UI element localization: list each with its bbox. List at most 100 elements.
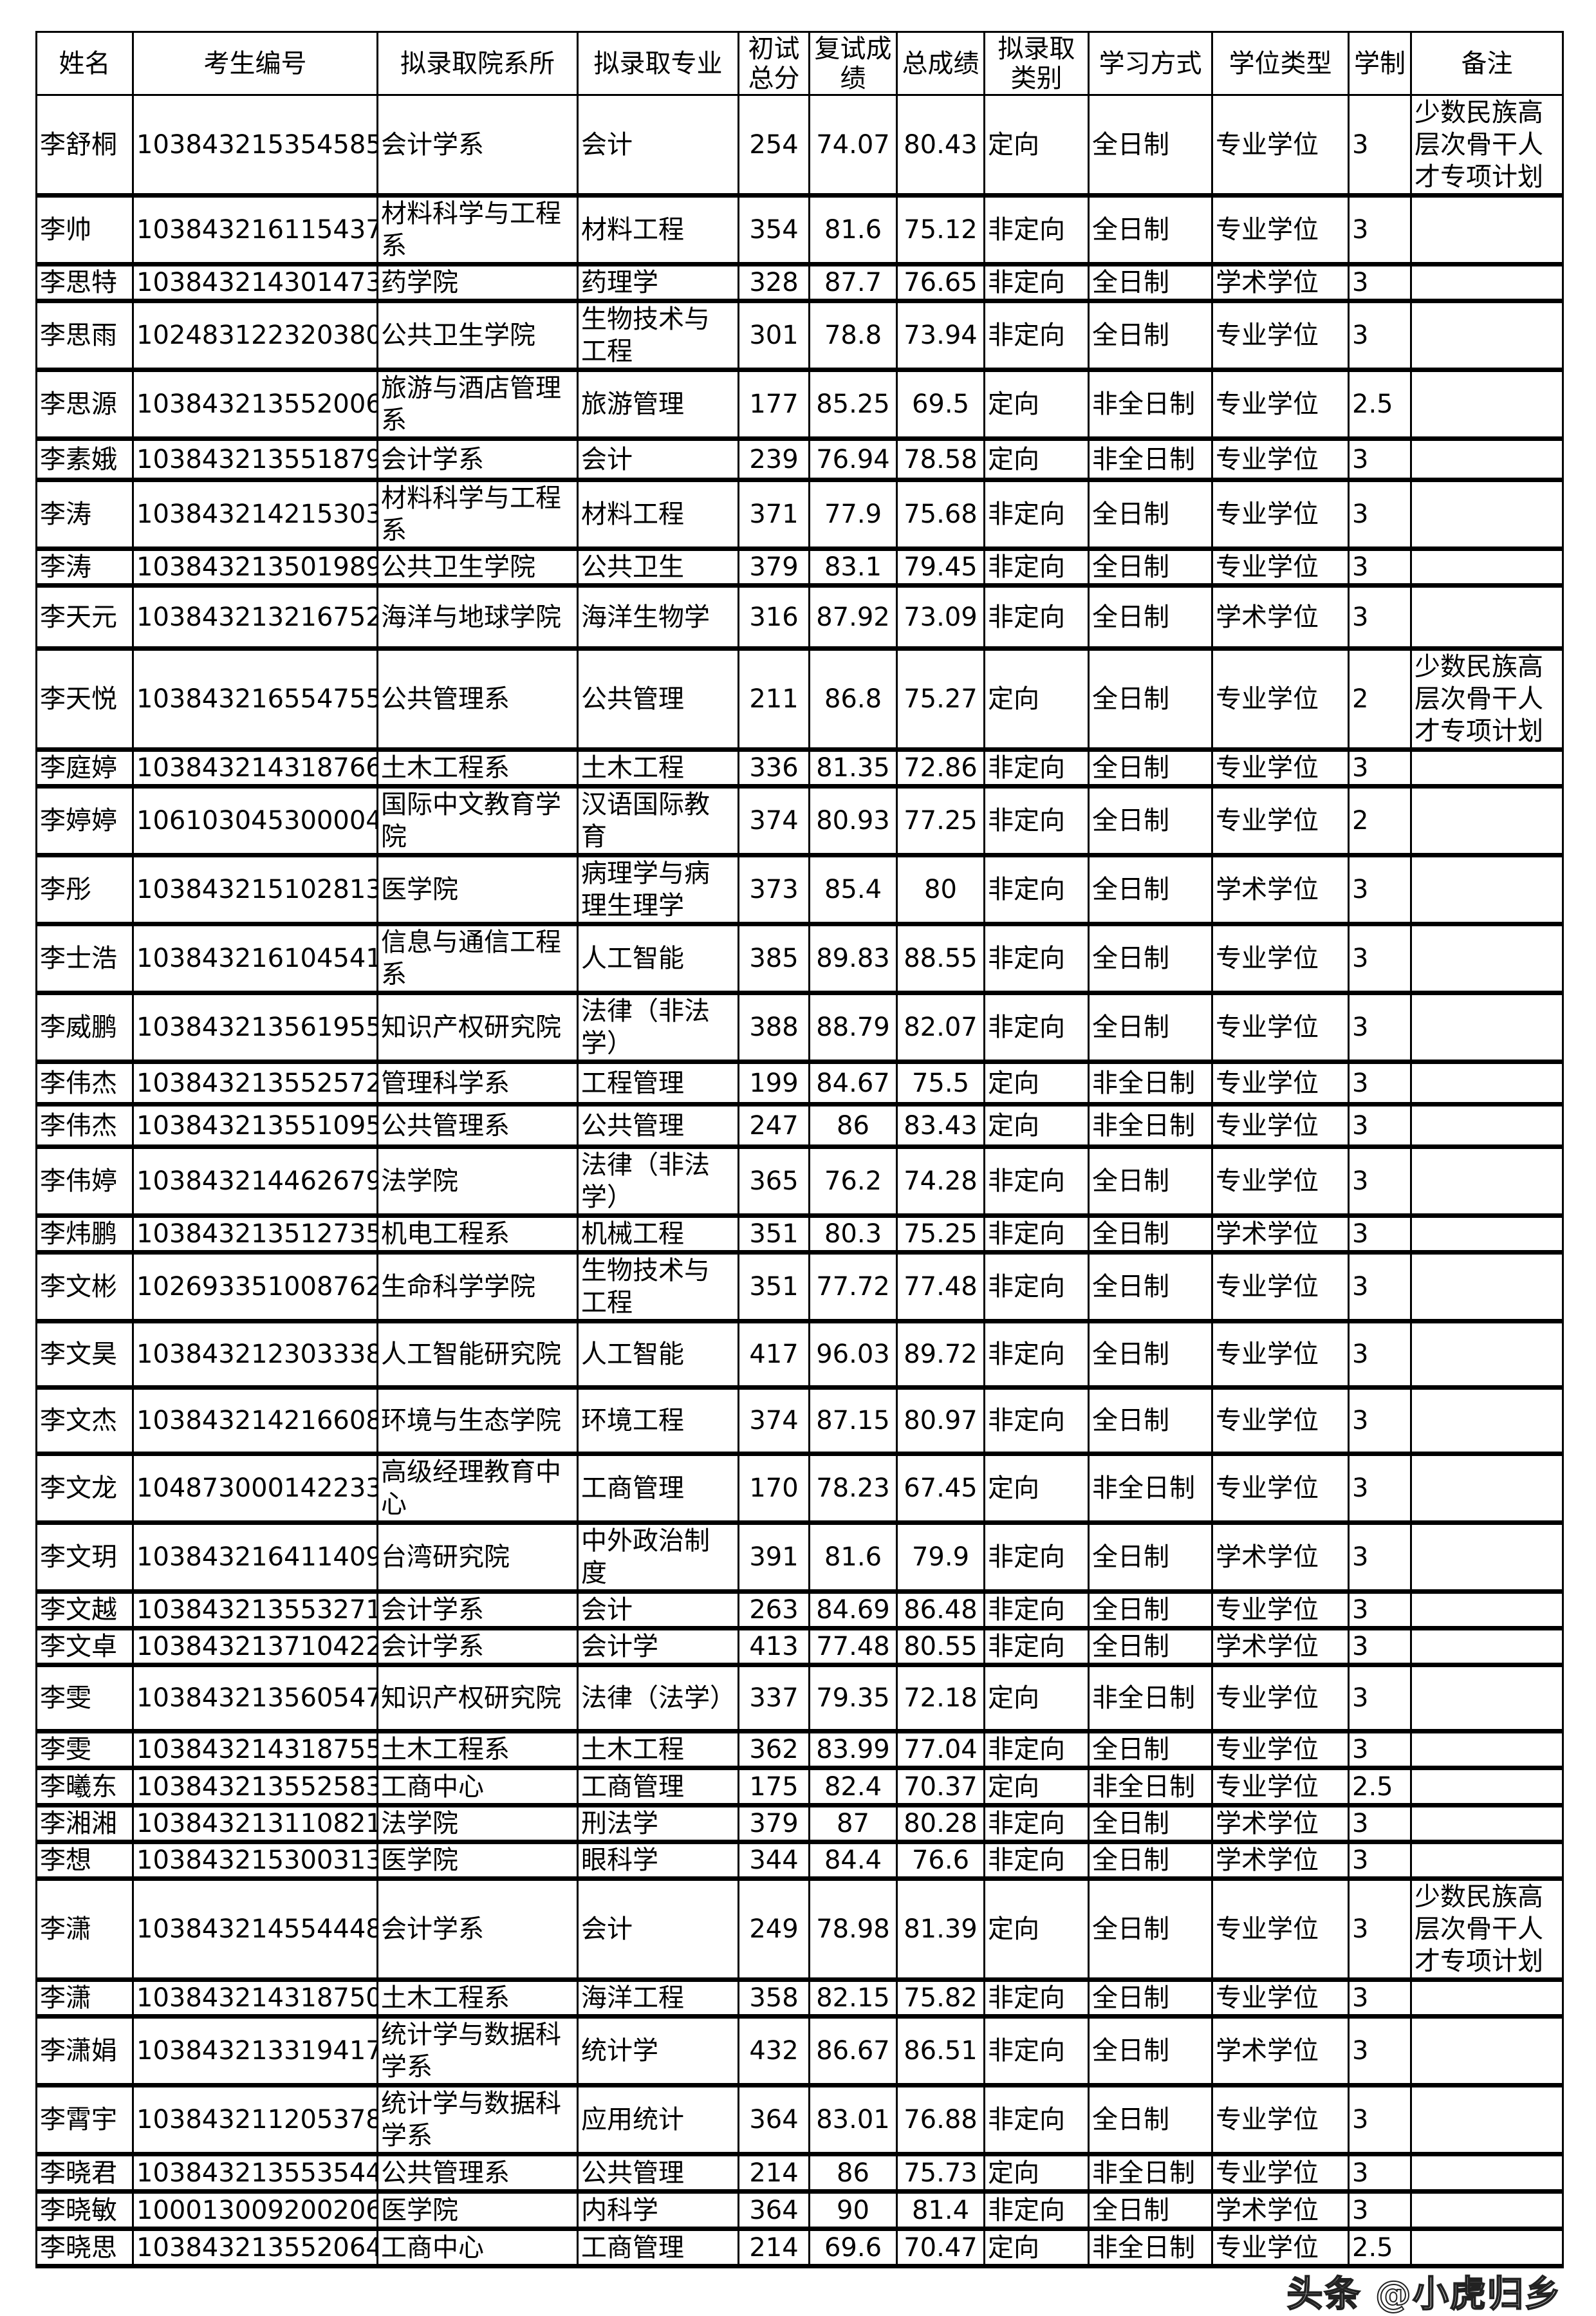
cell-major: 会计学 [577, 1627, 739, 1667]
table-row: 李伟杰 103843213552572 管理科学系 工程管理 199 84.67 75.5 定… [35, 1061, 1564, 1107]
cell-total-score: 75.12 [896, 194, 985, 266]
table-row: 李帅 103843216115437 材料科学与工程系 材料工程 354 81.6 75.1… [35, 194, 1564, 266]
cell-retest-score: 87.92 [808, 584, 898, 651]
cell-degree-type: 专业学位 [1211, 1251, 1350, 1323]
cell-total-score: 86.48 [896, 1591, 985, 1630]
cell-department: 国际中文教育学院 [376, 785, 579, 857]
cell-name: 李彤 [35, 854, 134, 926]
cell-duration: 2.5 [1348, 1767, 1412, 1807]
cell-major: 会计 [577, 1591, 739, 1630]
cell-total-score: 76.65 [896, 263, 985, 303]
cell-remark [1410, 854, 1564, 926]
table-row: 李彤 103843215102813 医学院 病理学与病理生理学 373 85.4 80 非定… [35, 854, 1564, 926]
cell-total-score: 80 [896, 854, 985, 926]
cell-name: 李潇 [35, 1979, 134, 2019]
cell-exam-id: 103843214318766 [132, 749, 378, 789]
cell-initial-score: 211 [738, 648, 810, 752]
cell-duration: 3 [1348, 300, 1412, 372]
cell-retest-score: 80.3 [808, 1215, 898, 1255]
cell-initial-score: 344 [738, 1841, 810, 1881]
cell-duration: 3 [1348, 1215, 1412, 1255]
cell-degree-type: 专业学位 [1211, 2228, 1350, 2268]
cell-total-score: 75.5 [896, 1061, 985, 1107]
cell-retest-score: 88.79 [808, 992, 898, 1064]
cell-degree-type: 专业学位 [1211, 1878, 1350, 1982]
cell-retest-score: 83.1 [808, 548, 898, 588]
cell-admission-category: 非定向 [983, 1979, 1090, 2019]
cell-duration: 2.5 [1348, 369, 1412, 441]
cell-duration: 3 [1348, 94, 1412, 198]
cell-name: 李天元 [35, 584, 134, 651]
cell-department: 海洋与地球学院 [376, 584, 579, 651]
cell-exam-id: 103843213551879 [132, 438, 378, 482]
table-row: 李雯 103843213560547 知识产权研究院 法律（法学） 337 79.35 72… [35, 1664, 1564, 1733]
cell-initial-score: 177 [738, 369, 810, 441]
cell-retest-score: 87.7 [808, 263, 898, 303]
cell-exam-id: 103843216104541 [132, 923, 378, 995]
cell-remark [1410, 369, 1564, 441]
cell-department: 知识产权研究院 [376, 992, 579, 1064]
header-name: 姓名 [35, 31, 134, 96]
cell-admission-category: 非定向 [983, 1146, 1090, 1218]
header-remark: 备注 [1410, 31, 1564, 96]
cell-total-score: 80.43 [896, 94, 985, 198]
cell-exam-id: 103843213552583 [132, 1767, 378, 1807]
cell-exam-id: 103843214215303 [132, 479, 378, 551]
cell-study-mode: 全日制 [1088, 1730, 1213, 1770]
cell-duration: 3 [1348, 1591, 1412, 1630]
cell-initial-score: 371 [738, 479, 810, 551]
cell-total-score: 72.86 [896, 749, 985, 789]
cell-department: 土木工程系 [376, 1979, 579, 2019]
cell-exam-id: 103843215354585 [132, 94, 378, 198]
cell-major: 工商管理 [577, 1453, 739, 1525]
cell-name: 李曦东 [35, 1767, 134, 1807]
table-row: 李威鹏 103843213561955 知识产权研究院 法律（非法学） 388 88.79… [35, 992, 1564, 1064]
cell-name: 李想 [35, 1841, 134, 1881]
table-row: 李士浩 103843216104541 信息与通信工程系 人工智能 385 89.83 88… [35, 923, 1564, 995]
cell-total-score: 81.39 [896, 1878, 985, 1982]
cell-degree-type: 专业学位 [1211, 369, 1350, 441]
cell-major: 环境工程 [577, 1387, 739, 1456]
cell-remark [1410, 1251, 1564, 1323]
cell-retest-score: 77.72 [808, 1251, 898, 1323]
cell-remark: 少数民族高层次骨干人才专项计划 [1410, 1878, 1564, 1982]
cell-degree-type: 学术学位 [1211, 584, 1350, 651]
cell-major: 人工智能 [577, 1320, 739, 1390]
cell-major: 机械工程 [577, 1215, 739, 1255]
cell-study-mode: 全日制 [1088, 2015, 1213, 2087]
cell-remark [1410, 584, 1564, 651]
cell-exam-id: 103843214318750 [132, 1979, 378, 2019]
cell-admission-category: 定向 [983, 94, 1090, 198]
cell-total-score: 76.6 [896, 1841, 985, 1881]
table-row: 李文彬 102693351008762 生命科学学院 生物技术与工程 351 77.72 7… [35, 1251, 1564, 1323]
cell-admission-category: 定向 [983, 438, 1090, 482]
cell-remark [1410, 1320, 1564, 1390]
cell-remark [1410, 1979, 1564, 2019]
cell-department: 法学院 [376, 1804, 579, 1844]
cell-study-mode: 全日制 [1088, 1251, 1213, 1323]
cell-remark [1410, 785, 1564, 857]
table-row: 李文昊 103843212303338 人工智能研究院 人工智能 417 96.03 89.… [35, 1320, 1564, 1390]
table-row: 李潇娟 103843213319417 统计学与数据科学系 统计学 432 86.67 86… [35, 2015, 1564, 2087]
cell-study-mode: 全日制 [1088, 1627, 1213, 1667]
cell-degree-type: 专业学位 [1211, 2153, 1350, 2194]
cell-admission-category: 定向 [983, 2228, 1090, 2268]
cell-degree-type: 专业学位 [1211, 548, 1350, 588]
cell-remark [1410, 923, 1564, 995]
cell-department: 公共卫生学院 [376, 300, 579, 372]
cell-name: 李思雨 [35, 300, 134, 372]
cell-admission-category: 非定向 [983, 1627, 1090, 1667]
table-row: 李晓君 103843213553544 公共管理系 公共管理 214 86 75.73 定向非… [35, 2153, 1564, 2194]
cell-exam-id: 103843213319417 [132, 2015, 378, 2087]
cell-major: 旅游管理 [577, 369, 739, 441]
cell-name: 李婷婷 [35, 785, 134, 857]
cell-degree-type: 学术学位 [1211, 1627, 1350, 1667]
cell-study-mode: 全日制 [1088, 1804, 1213, 1844]
cell-name: 李晓敏 [35, 2190, 134, 2231]
cell-retest-score: 84.69 [808, 1591, 898, 1630]
cell-exam-id: 103843213561955 [132, 992, 378, 1064]
cell-study-mode: 全日制 [1088, 1841, 1213, 1881]
header-admission-category: 拟录取类别 [983, 31, 1090, 96]
cell-retest-score: 86 [808, 1103, 898, 1149]
cell-duration: 3 [1348, 1730, 1412, 1770]
